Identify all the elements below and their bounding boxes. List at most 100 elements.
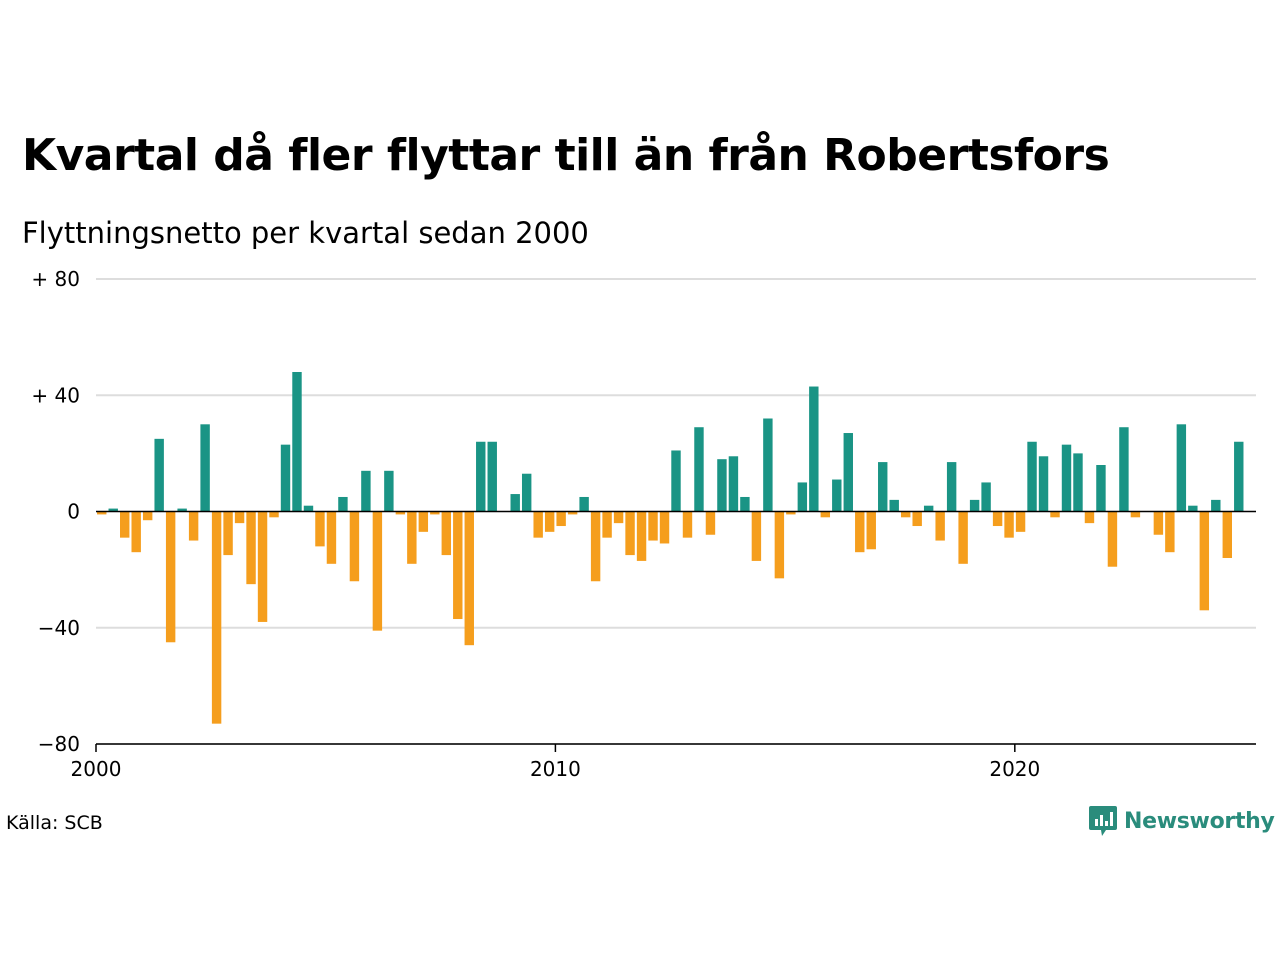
- bar: [407, 511, 417, 564]
- bars: [97, 372, 1244, 724]
- bar: [958, 511, 968, 564]
- x-tick-label: 2000: [71, 757, 122, 781]
- bar: [154, 438, 164, 512]
- bar: [751, 511, 762, 561]
- bar: [900, 511, 911, 518]
- bar: [120, 511, 130, 538]
- bar: [694, 427, 704, 512]
- bar: [786, 511, 796, 515]
- bar: [855, 511, 865, 553]
- bar: [1130, 511, 1141, 518]
- bar: [521, 473, 532, 512]
- bar: [843, 433, 853, 512]
- source-label: Källa: SCB: [6, 812, 103, 834]
- bar: [1107, 511, 1118, 567]
- bar: [395, 511, 406, 515]
- bar: [338, 496, 348, 512]
- bar: [579, 496, 589, 512]
- bar: [1084, 511, 1095, 524]
- bar: [1222, 511, 1232, 558]
- bar: [774, 511, 785, 579]
- bar: [211, 511, 222, 724]
- bar: [533, 511, 543, 538]
- bar: [1038, 456, 1049, 512]
- logo-text: Newsworthy: [1124, 808, 1275, 834]
- x-tick-label: 2020: [989, 757, 1040, 781]
- chart-subtitle: Flyttningsnetto per kvartal sedan 2000: [22, 216, 589, 250]
- bar: [97, 511, 107, 515]
- bar: [464, 511, 474, 646]
- bar: [200, 424, 210, 512]
- bar: [969, 499, 980, 512]
- bar: [1004, 511, 1014, 538]
- bar: [177, 508, 187, 512]
- bar: [544, 511, 555, 532]
- bar: [384, 470, 394, 512]
- bar: [361, 470, 371, 512]
- bar: [636, 511, 647, 561]
- bar: [832, 479, 842, 512]
- bar: [269, 511, 279, 518]
- bar: [476, 441, 486, 512]
- bar: [188, 511, 199, 541]
- bar: [763, 418, 773, 512]
- bar: [923, 505, 934, 512]
- bar: [946, 462, 957, 512]
- bar: [590, 511, 601, 582]
- bar: [315, 511, 325, 547]
- bar: [372, 511, 383, 631]
- bar: [1015, 511, 1026, 532]
- y-tick-label: + 80: [31, 267, 80, 291]
- bar: [1153, 511, 1164, 535]
- bar: [142, 511, 153, 521]
- bar: [682, 511, 693, 538]
- newsworthy-logo[interactable]: Newsworthy: [1088, 804, 1275, 838]
- chart-title: Kvartal då fler flyttar till än från Rob…: [22, 130, 1110, 181]
- bar: [246, 511, 256, 585]
- newsworthy-logo-icon: [1089, 806, 1117, 836]
- bar: [613, 511, 624, 524]
- bar: [671, 450, 681, 512]
- bar: [1050, 511, 1060, 518]
- bar: [659, 511, 670, 544]
- bar: [1188, 505, 1198, 512]
- bar: [981, 482, 991, 512]
- bar: [740, 496, 750, 512]
- bar: [1119, 427, 1129, 512]
- bar: [326, 511, 337, 564]
- bar: [1234, 441, 1244, 512]
- bar: [809, 386, 819, 512]
- bar: [648, 511, 658, 541]
- bar: [292, 372, 302, 512]
- bar: [1073, 453, 1083, 512]
- bar: [1096, 465, 1106, 512]
- bar: [131, 511, 141, 553]
- bar: [303, 505, 314, 512]
- bar: [349, 511, 360, 582]
- bar: [705, 511, 716, 535]
- bar: [717, 459, 727, 512]
- y-tick-label: + 40: [31, 383, 80, 407]
- bar: [441, 511, 452, 556]
- y-tick-label: −40: [38, 616, 80, 640]
- y-tick-label: −80: [38, 732, 80, 756]
- bar: [602, 511, 612, 538]
- bar: [878, 462, 888, 512]
- bar: [165, 511, 176, 643]
- bar: [108, 508, 118, 512]
- bar: [820, 511, 831, 518]
- bar: [728, 456, 739, 512]
- bar: [1027, 441, 1037, 512]
- bar: [625, 511, 635, 556]
- bar: [257, 511, 268, 622]
- bar: [556, 511, 566, 527]
- bar: [1211, 499, 1221, 512]
- bar: [223, 511, 233, 556]
- bar: [418, 511, 429, 532]
- y-tick-label: 0: [67, 500, 80, 524]
- bar: [1165, 511, 1175, 553]
- bar: [487, 441, 497, 512]
- bar: [912, 511, 922, 527]
